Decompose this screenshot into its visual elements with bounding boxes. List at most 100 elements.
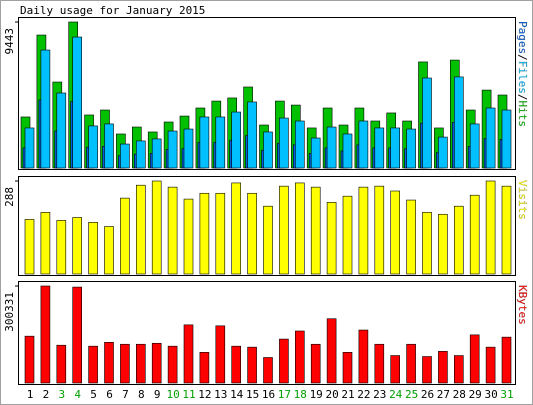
bar xyxy=(247,192,257,275)
x-tick-label: 19 xyxy=(310,388,323,401)
bar xyxy=(88,222,98,275)
bar xyxy=(390,355,401,384)
x-tick-label: 28 xyxy=(453,388,466,401)
bar xyxy=(406,199,416,275)
bar xyxy=(374,127,385,169)
x-tick-label: 7 xyxy=(122,388,129,401)
bar xyxy=(406,128,416,169)
bar xyxy=(183,198,194,275)
legend-entry: Hits xyxy=(516,101,529,128)
bar xyxy=(88,125,98,169)
bar xyxy=(104,226,114,275)
bar xyxy=(24,127,35,169)
bar xyxy=(72,286,82,384)
bar xyxy=(406,343,416,384)
y-tick-label: 288 xyxy=(3,187,16,207)
bar xyxy=(167,186,178,275)
bar xyxy=(422,77,432,169)
bar xyxy=(390,127,401,169)
bar xyxy=(326,202,337,275)
x-tick-label: 22 xyxy=(357,388,370,401)
x-tick-label: 11 xyxy=(182,388,195,401)
bar xyxy=(422,212,432,275)
bar xyxy=(151,180,162,275)
x-tick-label: 31 xyxy=(500,388,513,401)
y-tick-label: 9443 xyxy=(3,28,16,55)
bar xyxy=(422,356,432,384)
bar xyxy=(310,343,321,384)
x-tick-label: 23 xyxy=(373,388,386,401)
bar xyxy=(326,318,337,384)
bar xyxy=(215,192,226,275)
bar xyxy=(342,352,353,384)
bar xyxy=(40,212,51,275)
x-tick-label: 17 xyxy=(278,388,291,401)
x-tick-label: 29 xyxy=(469,388,482,401)
bar xyxy=(88,345,98,384)
bar xyxy=(40,285,51,384)
bar xyxy=(485,346,496,384)
bar xyxy=(199,192,210,275)
bar xyxy=(358,329,369,384)
x-tick-label: 27 xyxy=(437,388,450,401)
bar xyxy=(358,186,369,275)
bar xyxy=(294,182,305,275)
bar xyxy=(120,343,130,384)
x-tick-label: 12 xyxy=(198,388,211,401)
bar xyxy=(485,107,496,169)
bar xyxy=(136,140,146,169)
bar xyxy=(263,131,273,169)
bar xyxy=(390,190,401,275)
legend-entry: Pages xyxy=(516,21,529,54)
bar xyxy=(199,116,210,169)
bar xyxy=(56,344,67,384)
x-tick-label: 21 xyxy=(341,388,354,401)
bar xyxy=(342,195,353,275)
x-tick-label: 6 xyxy=(106,388,113,401)
bar xyxy=(326,126,337,169)
bar xyxy=(231,345,241,384)
x-tick-label: 8 xyxy=(138,388,145,401)
x-tick-label: 16 xyxy=(262,388,275,401)
legend-entry: KBytes xyxy=(516,285,529,325)
x-tick-label: 5 xyxy=(90,388,97,401)
bar xyxy=(231,111,241,169)
legend: Pages/Files/Hits xyxy=(516,21,529,127)
bar xyxy=(215,116,226,169)
x-tick-label: 15 xyxy=(246,388,259,401)
bar xyxy=(438,213,448,275)
bar xyxy=(279,185,289,275)
bar xyxy=(72,217,82,275)
x-tick-label: 20 xyxy=(325,388,338,401)
bar xyxy=(24,335,35,384)
bar xyxy=(438,136,448,169)
bar xyxy=(374,185,385,275)
x-tick-label: 13 xyxy=(214,388,227,401)
bar xyxy=(469,123,480,169)
legend: KBytes xyxy=(516,285,529,325)
x-tick-label: 30 xyxy=(484,388,497,401)
bar xyxy=(501,336,512,384)
x-tick-label: 9 xyxy=(154,388,161,401)
bar xyxy=(120,143,130,169)
bar xyxy=(294,120,305,169)
x-tick-label: 2 xyxy=(43,388,50,401)
bar xyxy=(294,330,305,384)
bar xyxy=(310,186,321,275)
bar xyxy=(342,133,353,169)
x-tick-label: 10 xyxy=(166,388,179,401)
bar xyxy=(310,137,321,169)
bar xyxy=(453,205,464,275)
bar xyxy=(151,342,162,384)
bar xyxy=(40,49,51,169)
bar xyxy=(199,352,210,384)
legend-entry: Files xyxy=(516,61,529,94)
legend-separator: / xyxy=(516,54,529,61)
x-tick-label: 3 xyxy=(58,388,65,401)
chart-title: Daily usage for January 2015 xyxy=(20,4,205,17)
bar xyxy=(56,92,67,169)
x-tick-label: 14 xyxy=(230,388,244,401)
legend-entry: Visits xyxy=(516,180,529,220)
bar xyxy=(167,345,178,384)
bar xyxy=(24,219,35,275)
